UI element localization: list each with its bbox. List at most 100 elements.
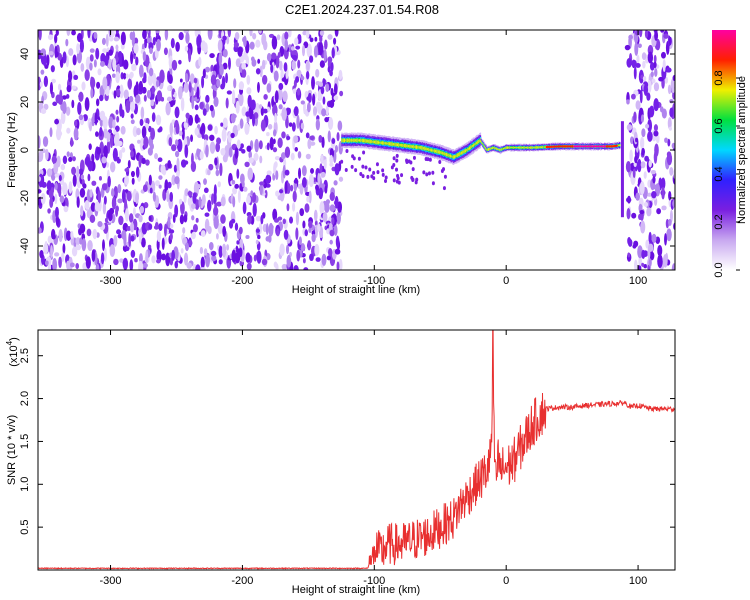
heatmap-cell	[294, 147, 299, 152]
heatmap-cell	[277, 216, 283, 221]
heatmap-cell	[225, 97, 229, 109]
heatmap-cell	[320, 171, 326, 178]
heatmap-cell	[667, 117, 672, 130]
heatmap-cell	[95, 131, 99, 137]
heatmap-cell	[321, 253, 327, 266]
snr-scale-exponent: 4	[5, 340, 14, 345]
heatmap-cell	[333, 83, 338, 96]
heatmap-cell	[403, 144, 405, 147]
x-tick-label: 0	[503, 575, 509, 587]
y-tick-label: 1.5	[19, 434, 31, 449]
heatmap-cell	[655, 38, 661, 51]
heatmap-cell	[298, 167, 302, 179]
heatmap-cell	[298, 37, 302, 43]
heatmap-cell	[660, 51, 666, 59]
heatmap-cell	[130, 249, 136, 258]
heatmap-cell	[241, 106, 247, 117]
heatmap-cell	[138, 231, 142, 244]
heatmap-cell	[202, 108, 207, 116]
heatmap-cell	[534, 146, 536, 149]
heatmap-cell	[91, 249, 96, 262]
heatmap-cell	[645, 123, 650, 129]
heatmap-cell	[547, 145, 550, 148]
heatmap-cell	[69, 262, 75, 268]
heatmap-cell	[314, 224, 318, 238]
heatmap-cell	[541, 146, 543, 148]
heatmap-cell	[244, 122, 250, 135]
heatmap-cell	[210, 74, 217, 86]
heatmap-cell	[443, 152, 445, 155]
heatmap-cell	[479, 138, 482, 143]
heatmap-cell	[99, 94, 104, 102]
heatmap-cell	[176, 157, 180, 172]
heatmap-cell	[671, 263, 675, 270]
heatmap-cell	[342, 138, 345, 143]
heatmap-cell	[548, 145, 551, 148]
heatmap-cell	[174, 139, 179, 147]
heatmap-cell	[377, 140, 380, 145]
heatmap-cell	[590, 145, 592, 148]
heatmap-cell	[92, 228, 98, 240]
heatmap-cell	[372, 140, 374, 143]
heatmap-cell	[502, 148, 505, 150]
heatmap-cell	[441, 151, 443, 155]
heatmap-cell	[643, 171, 647, 179]
heatmap-cell	[124, 207, 129, 222]
heatmap-cell	[513, 146, 516, 149]
snr-scale-label: (x104)	[5, 337, 20, 367]
heatmap-cell	[300, 75, 305, 81]
heatmap-cell	[90, 88, 94, 99]
heatmap-cell	[250, 190, 254, 196]
heatmap-cell	[54, 118, 60, 125]
heatmap-cell	[323, 159, 327, 170]
heatmap-cell	[422, 147, 425, 150]
heatmap-cell	[131, 34, 135, 47]
heatmap-cell	[472, 144, 474, 147]
heatmap-cell	[482, 144, 485, 146]
heatmap-cell	[443, 174, 447, 179]
heatmap-cell	[350, 164, 354, 169]
heatmap-cell	[175, 41, 180, 52]
heatmap-cell	[194, 104, 199, 111]
heatmap-cell	[338, 69, 343, 80]
heatmap-cell	[62, 100, 67, 115]
heatmap-cell	[185, 112, 190, 119]
heatmap-cell	[505, 146, 508, 149]
heatmap-cell	[84, 97, 90, 112]
heatmap-cell	[573, 145, 575, 148]
heatmap-cell	[313, 45, 319, 58]
colorbar-tick-label: 0.2	[713, 214, 725, 229]
heatmap-cell	[610, 145, 612, 148]
heatmap-cell	[201, 75, 205, 89]
heatmap-cell	[259, 65, 263, 78]
heatmap-cell	[384, 142, 386, 145]
heatmap-cell	[585, 145, 588, 148]
heatmap-cell	[226, 90, 232, 95]
heatmap-cell	[180, 97, 185, 112]
heatmap-cell	[272, 129, 277, 137]
heatmap-cell	[149, 47, 153, 55]
heatmap-cell	[196, 34, 202, 49]
heatmap-cell	[627, 236, 631, 245]
heatmap-cell	[563, 145, 565, 148]
heatmap-cell	[239, 118, 244, 129]
heatmap-cell	[307, 138, 312, 150]
heatmap-cell	[368, 139, 370, 143]
heatmap-cell	[462, 150, 464, 155]
heatmap-cell	[72, 174, 77, 187]
heatmap-cell	[324, 39, 328, 50]
heatmap-cell	[184, 242, 189, 252]
heatmap-cell	[68, 181, 73, 194]
heatmap-cell	[113, 36, 120, 42]
heatmap-cell	[666, 152, 673, 166]
heatmap-cell	[160, 96, 165, 102]
heatmap-cell	[464, 149, 467, 153]
heatmap-cell	[440, 151, 442, 154]
heatmap-cell	[100, 252, 105, 265]
heatmap-cell	[614, 145, 616, 147]
heatmap-cell	[179, 214, 185, 225]
heatmap-cell	[338, 176, 344, 182]
heatmap-cell	[307, 92, 312, 103]
heatmap-cell	[49, 127, 53, 138]
heatmap-cell	[653, 54, 657, 64]
